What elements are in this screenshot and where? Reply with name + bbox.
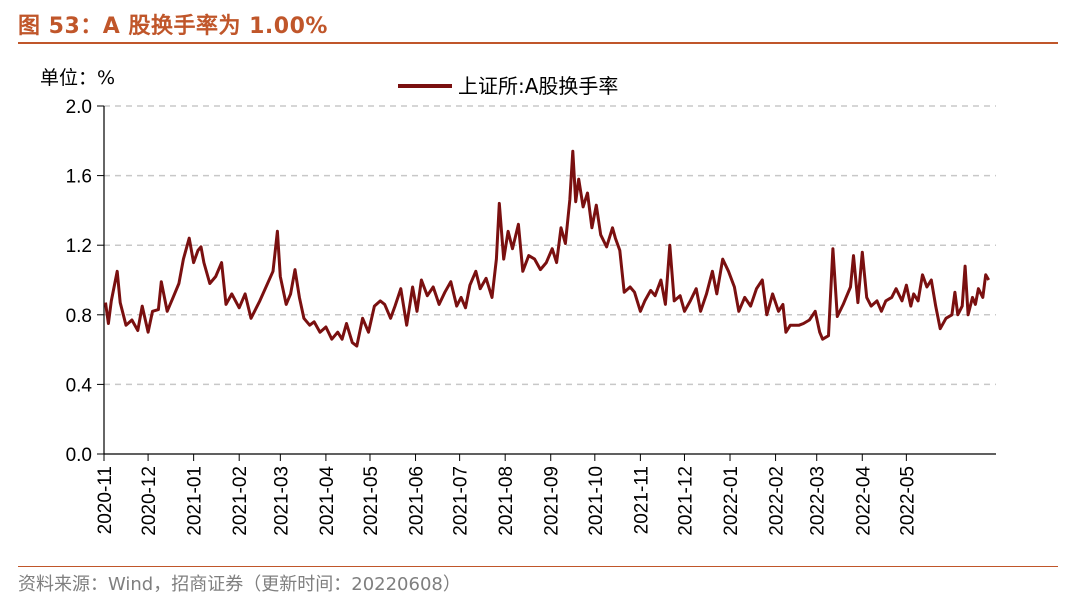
x-tick-label: 2021-07 bbox=[451, 466, 472, 536]
y-tick-label: 0.4 bbox=[66, 375, 93, 396]
legend-label: 上证所:A股换手率 bbox=[458, 74, 618, 98]
x-tick-label: 2021-06 bbox=[407, 466, 428, 536]
unit-label: 单位：% bbox=[40, 67, 115, 89]
x-axis-ticks: 2020-11 2020-12 2021-01 2021-02 2021-03 2021-… bbox=[95, 454, 918, 536]
x-tick-label: 2021-12 bbox=[675, 466, 696, 536]
x-tick-label: 2021-01 bbox=[185, 466, 206, 536]
title-divider bbox=[18, 42, 1058, 44]
y-tick-label: 0.8 bbox=[66, 306, 92, 327]
x-tick-label: 2021-04 bbox=[317, 466, 338, 536]
y-tick-label: 1.6 bbox=[66, 167, 92, 188]
series-line-sse-a-share-turnover bbox=[104, 149, 990, 348]
x-tick-label: 2021-10 bbox=[586, 466, 607, 536]
gridlines bbox=[104, 105, 996, 386]
x-tick-label: 2021-11 bbox=[631, 466, 652, 534]
x-tick-label: 2021-08 bbox=[496, 466, 517, 536]
footer-divider bbox=[18, 566, 1058, 567]
chart-legend: 上证所:A股换手率 bbox=[398, 74, 618, 98]
x-tick-label: 2022-03 bbox=[808, 466, 829, 536]
x-tick-label: 2021-02 bbox=[230, 466, 251, 536]
x-tick-label: 2020-11 bbox=[95, 466, 116, 534]
x-tick-label: 2022-04 bbox=[853, 466, 874, 536]
x-tick-label: 2021-05 bbox=[361, 466, 382, 536]
source-note: 资料来源：Wind，招商证券（更新时间：20220608） bbox=[18, 574, 461, 595]
figure-title: 图 53：A 股换手率为 1.00% bbox=[18, 14, 328, 39]
x-tick-label: 2021-03 bbox=[271, 466, 292, 536]
y-axis-ticks: 0.0 0.4 0.8 1.2 1.6 2.0 bbox=[66, 97, 104, 466]
y-tick-label: 0.0 bbox=[66, 445, 92, 466]
x-tick-label: 2021-09 bbox=[542, 466, 563, 536]
y-tick-label: 2.0 bbox=[66, 97, 92, 118]
x-tick-label: 2022-01 bbox=[721, 466, 742, 536]
x-tick-label: 2020-12 bbox=[139, 466, 160, 536]
x-tick-label: 2022-02 bbox=[767, 466, 788, 536]
axes bbox=[103, 106, 996, 455]
x-tick-label: 2022-05 bbox=[897, 466, 918, 536]
y-tick-label: 1.2 bbox=[66, 236, 92, 257]
